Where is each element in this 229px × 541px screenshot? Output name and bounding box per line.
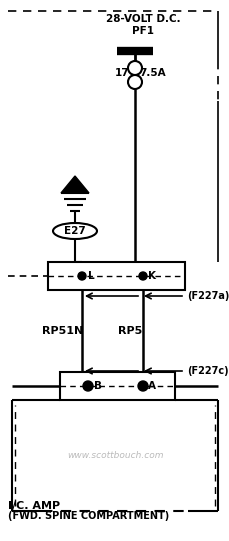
Text: A: A [147, 381, 155, 391]
Bar [60, 372, 174, 400]
Circle shape [78, 272, 86, 280]
Text: I/C. AMP: I/C. AMP [8, 501, 60, 511]
Text: 17: 17 [114, 68, 128, 78]
Circle shape [138, 272, 146, 280]
Text: RP5: RP5 [117, 326, 142, 336]
Polygon shape [61, 176, 89, 193]
Text: K: K [147, 271, 155, 281]
Text: RP51N: RP51N [42, 326, 83, 336]
Text: (F227a): (F227a) [186, 291, 228, 301]
Text: www.scottbouch.com: www.scottbouch.com [66, 452, 163, 460]
Text: 7.5A: 7.5A [138, 68, 165, 78]
Text: L: L [88, 271, 94, 281]
Circle shape [128, 75, 141, 89]
Text: (F227c): (F227c) [186, 366, 228, 376]
Circle shape [128, 61, 141, 75]
Text: 28-VOLT D.C.: 28-VOLT D.C. [105, 14, 180, 24]
Circle shape [137, 381, 147, 391]
Text: B: B [94, 381, 101, 391]
Text: PF1: PF1 [131, 26, 153, 36]
Ellipse shape [53, 223, 97, 239]
Bar [48, 262, 184, 290]
Text: (FWD. SPINE COMPARTMENT): (FWD. SPINE COMPARTMENT) [8, 511, 169, 521]
Circle shape [83, 381, 93, 391]
Text: E27: E27 [64, 226, 85, 236]
